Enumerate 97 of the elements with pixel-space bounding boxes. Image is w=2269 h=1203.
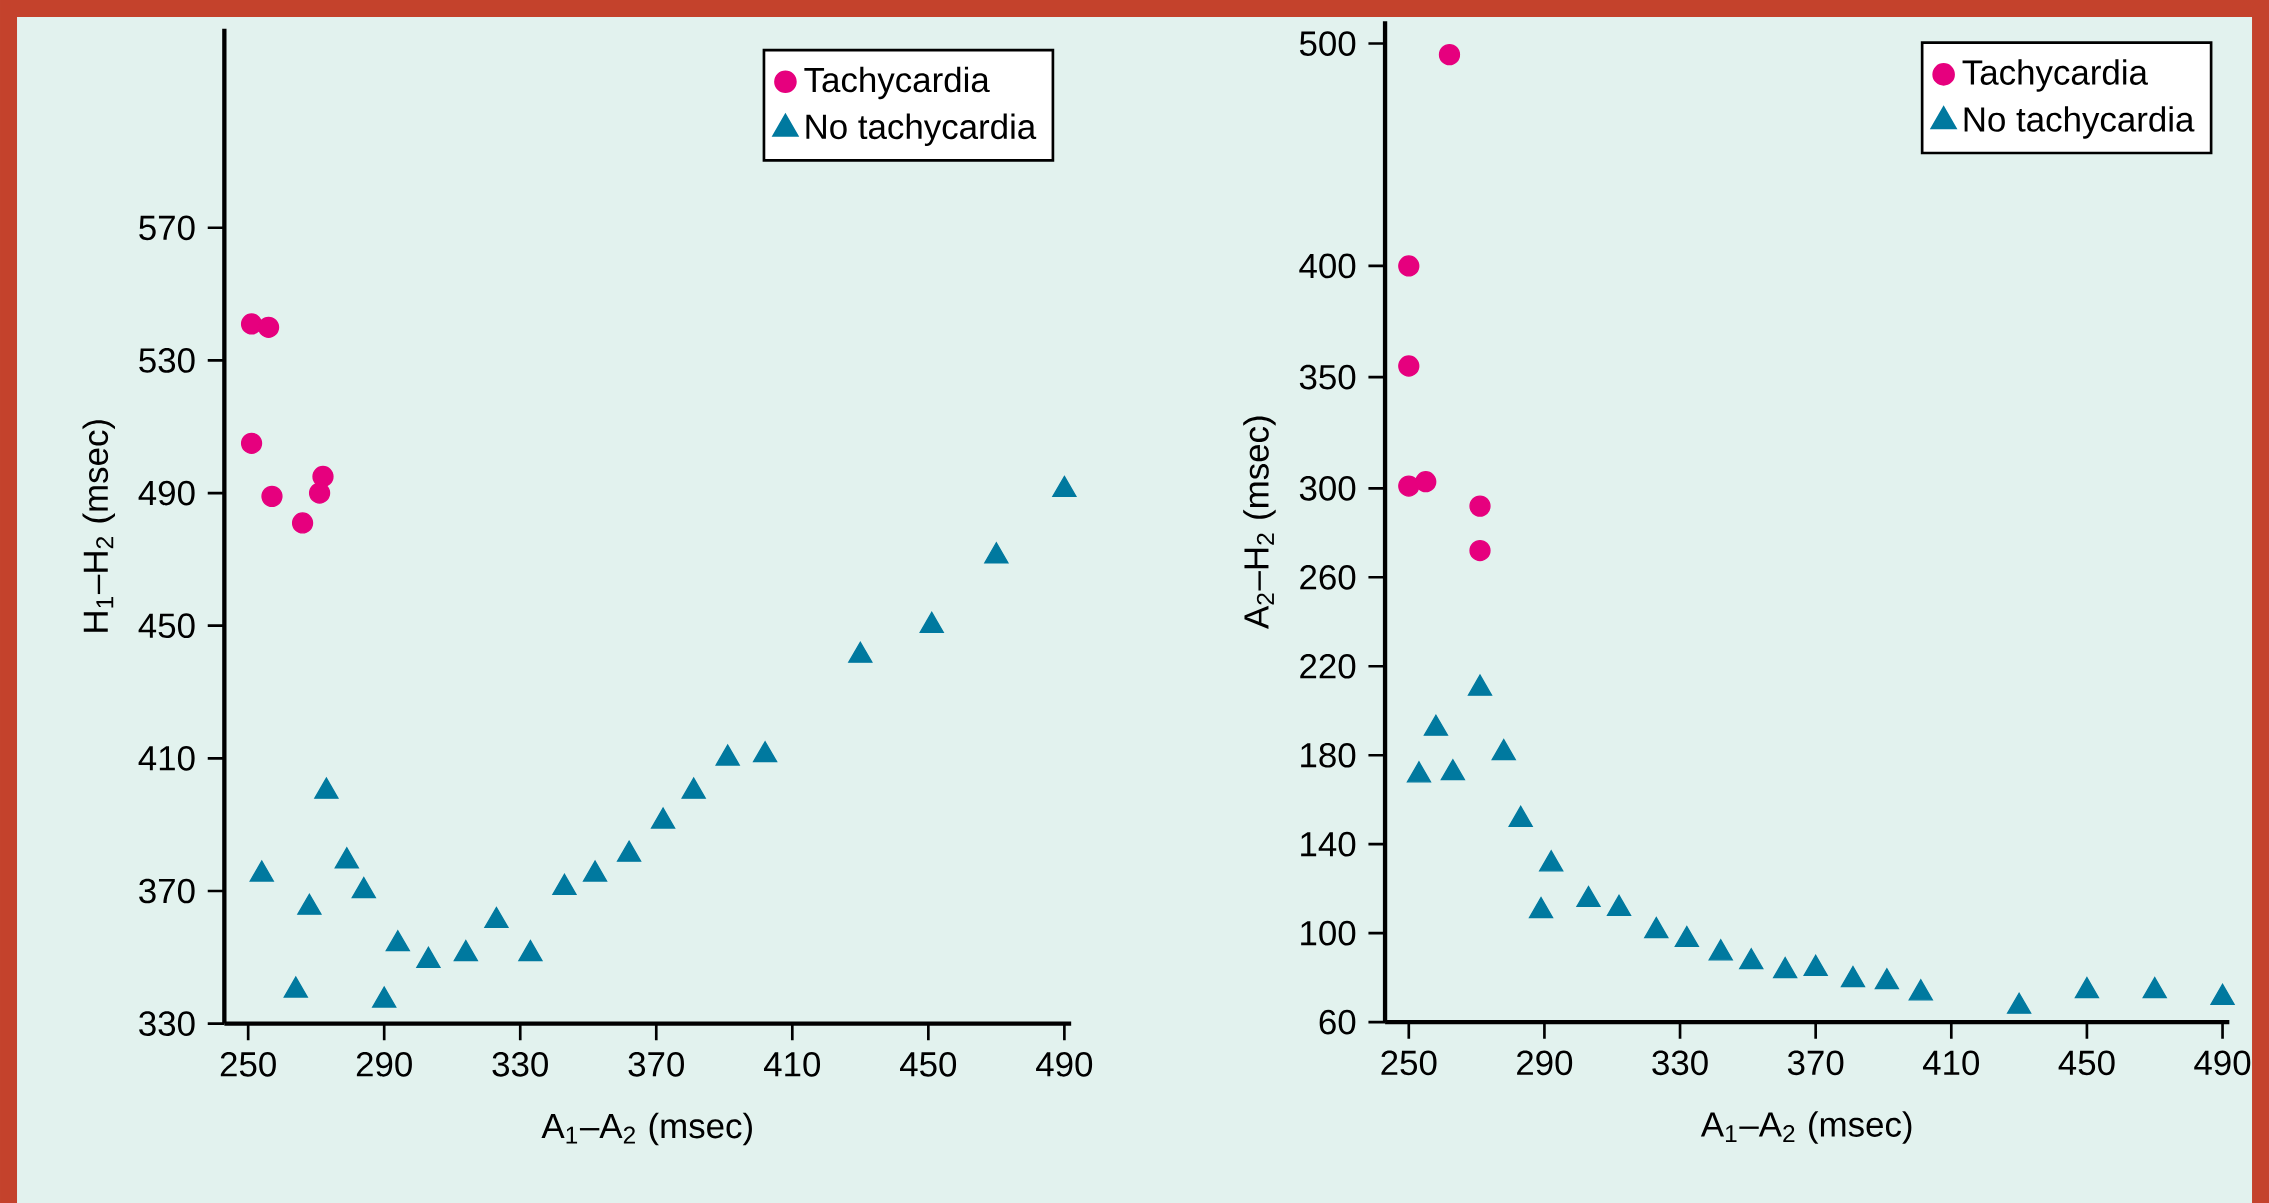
- x-axis-title: A$_{1}$–A$_{2}$ (msec): [1700, 1111, 1912, 1144]
- y-tick-label: 500: [1299, 31, 1356, 56]
- point: [1398, 475, 1420, 497]
- point: [650, 807, 676, 829]
- y-tick-label: 410: [138, 745, 195, 771]
- point: [1803, 954, 1828, 977]
- x-tick-label: 490: [2194, 1050, 2251, 1076]
- point: [1423, 714, 1449, 736]
- point: [1398, 255, 1420, 277]
- point: [1406, 761, 1432, 783]
- point: [582, 860, 608, 882]
- x-tick-label: 330: [492, 1051, 548, 1077]
- point: [416, 946, 441, 968]
- y-tick-label: 180: [1301, 742, 1356, 768]
- legend-label: Tachycardia: [1962, 59, 2148, 92]
- point: [1772, 956, 1798, 979]
- point: [291, 512, 314, 534]
- y-tick-label: 400: [1299, 253, 1356, 279]
- x-tick-label: 490: [1036, 1051, 1093, 1077]
- point: [372, 986, 397, 1008]
- point: [1576, 885, 1601, 908]
- point: [1398, 355, 1420, 377]
- point: [249, 860, 274, 882]
- point: [1739, 948, 1764, 970]
- point: [2074, 976, 2100, 999]
- y-tick-label: 370: [139, 878, 195, 904]
- point: [308, 482, 331, 504]
- point: [2210, 983, 2235, 1005]
- point: [385, 930, 410, 952]
- point: [552, 873, 577, 895]
- x-tick-label: 290: [1517, 1050, 1573, 1076]
- y-tick-label: 140: [1301, 831, 1356, 857]
- point: [984, 542, 1009, 564]
- y-tick-label: 330: [139, 1011, 195, 1036]
- y-tick-label: 60: [1319, 1009, 1356, 1035]
- point: [1415, 471, 1437, 493]
- x-axis-title: A$_{1}$–A$_{2}$ (msec): [541, 1112, 752, 1146]
- point: [1840, 965, 1866, 988]
- point: [257, 316, 280, 338]
- y-tick-label: 490: [138, 480, 195, 506]
- y-tick-label: 220: [1300, 653, 1356, 679]
- point: [283, 976, 308, 998]
- point: [261, 485, 283, 507]
- x-tick-label: 370: [1787, 1050, 1844, 1076]
- point: [848, 641, 873, 663]
- y-tick-label: 350: [1299, 364, 1356, 390]
- point: [1539, 850, 1564, 872]
- point: [453, 939, 479, 962]
- point: [1708, 939, 1733, 961]
- point: [1644, 916, 1669, 939]
- point: [616, 840, 642, 862]
- y-tick-label: 300: [1299, 475, 1356, 501]
- point: [1467, 674, 1493, 696]
- point: [2006, 992, 2032, 1014]
- point: [297, 893, 322, 915]
- point: [484, 906, 509, 929]
- point: [1606, 894, 1632, 916]
- point: [1908, 979, 1933, 1001]
- point: [1438, 43, 1461, 66]
- point: [1674, 925, 1700, 948]
- legend-label: No tachycardia: [1964, 106, 2195, 139]
- point: [314, 777, 339, 799]
- x-tick-label: 450: [2058, 1050, 2115, 1076]
- point: [715, 744, 740, 766]
- point: [1469, 495, 1491, 517]
- point: [240, 432, 263, 454]
- point: [1491, 739, 1516, 761]
- x-tick-label: 330: [1652, 1050, 1708, 1076]
- x-tick-label: 370: [628, 1051, 684, 1077]
- y-axis-title: H$_{1}$–H$_{2}$ (msec): [82, 420, 115, 632]
- point: [681, 777, 706, 799]
- legend-label: Tachycardia: [804, 66, 990, 100]
- y-tick-label: 100: [1301, 920, 1356, 946]
- y-tick-label: 570: [139, 215, 195, 241]
- y-axis-title: A$_{2}$–H$_{2}$ (msec): [1243, 416, 1276, 629]
- point: [1440, 759, 1466, 781]
- point: [752, 741, 778, 763]
- x-tick-label: 450: [900, 1051, 957, 1077]
- x-tick-label: 290: [356, 1051, 412, 1077]
- y-tick-label: 450: [138, 613, 195, 639]
- point: [919, 611, 944, 633]
- x-tick-label: 410: [1922, 1050, 1980, 1076]
- x-tick-label: 410: [763, 1051, 821, 1077]
- point: [1528, 896, 1554, 919]
- point: [334, 847, 359, 869]
- point: [1874, 968, 1900, 990]
- point: [2142, 976, 2167, 999]
- x-tick-label: 250: [220, 1051, 276, 1077]
- legend-label: No tachycardia: [806, 113, 1037, 147]
- x-tick-label: 250: [1381, 1050, 1437, 1076]
- y-tick-label: 530: [139, 348, 195, 373]
- point: [518, 939, 543, 962]
- point: [351, 877, 376, 899]
- point: [1469, 539, 1491, 562]
- point: [1508, 805, 1533, 828]
- point: [240, 313, 263, 335]
- y-tick-label: 260: [1300, 564, 1356, 590]
